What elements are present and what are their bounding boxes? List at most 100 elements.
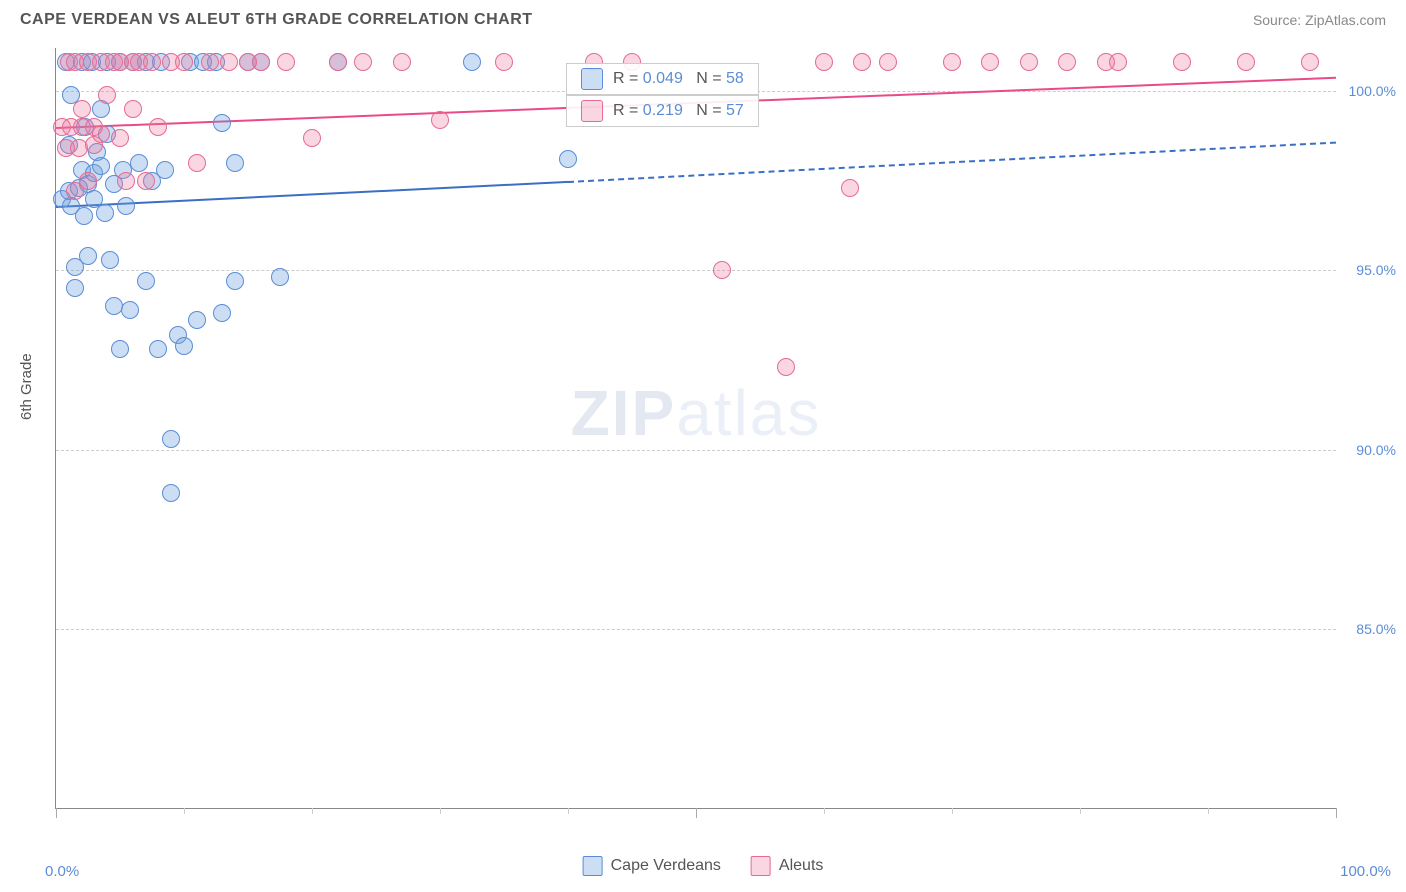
- legend-label-aleuts: Aleuts: [779, 857, 823, 875]
- data-point: [73, 100, 91, 118]
- gridline: [56, 450, 1336, 451]
- data-point: [354, 53, 372, 71]
- data-point: [252, 53, 270, 71]
- x-tick-minor: [824, 808, 825, 814]
- x-tick-major: [696, 808, 697, 818]
- x-tick-minor: [1208, 808, 1209, 814]
- gridline: [56, 270, 1336, 271]
- data-point: [1058, 53, 1076, 71]
- legend-swatch-cape-verdeans: [583, 856, 603, 876]
- data-point: [329, 53, 347, 71]
- data-point: [75, 207, 93, 225]
- data-point: [162, 484, 180, 502]
- legend-label-cape-verdeans: Cape Verdeans: [611, 857, 721, 875]
- watermark-zip: ZIP: [571, 377, 677, 449]
- data-point: [559, 150, 577, 168]
- x-tick-minor: [1080, 808, 1081, 814]
- data-point: [137, 272, 155, 290]
- chart-source: Source: ZipAtlas.com: [1253, 12, 1386, 28]
- x-tick-minor: [312, 808, 313, 814]
- data-point: [188, 154, 206, 172]
- data-point: [162, 430, 180, 448]
- data-point: [79, 247, 97, 265]
- data-point: [213, 114, 231, 132]
- data-point: [943, 53, 961, 71]
- data-point: [105, 297, 123, 315]
- data-point: [111, 340, 129, 358]
- data-point: [815, 53, 833, 71]
- legend-item-cape-verdeans: Cape Verdeans: [583, 856, 721, 876]
- data-point: [175, 337, 193, 355]
- legend-swatch-aleuts: [751, 856, 771, 876]
- y-tick-label: 100.0%: [1349, 83, 1396, 99]
- legend: Cape Verdeans Aleuts: [583, 856, 824, 876]
- data-point: [853, 53, 871, 71]
- data-point: [66, 279, 84, 297]
- data-point: [431, 111, 449, 129]
- data-point: [271, 268, 289, 286]
- data-point: [1173, 53, 1191, 71]
- watermark: ZIPatlas: [571, 376, 822, 450]
- data-point: [124, 100, 142, 118]
- data-point: [92, 125, 110, 143]
- stats-r-label: R = 0.219 N = 57: [613, 102, 744, 120]
- data-point: [981, 53, 999, 71]
- data-point: [777, 358, 795, 376]
- stats-swatch: [581, 68, 603, 90]
- data-point: [879, 53, 897, 71]
- data-point: [175, 53, 193, 71]
- x-tick-minor: [184, 808, 185, 814]
- data-point: [277, 53, 295, 71]
- data-point: [713, 261, 731, 279]
- x-axis-max-label: 100.0%: [1340, 863, 1391, 880]
- x-tick-minor: [568, 808, 569, 814]
- data-point: [156, 161, 174, 179]
- x-axis-min-label: 0.0%: [45, 863, 79, 880]
- x-tick-major: [1336, 808, 1337, 818]
- chart-header: CAPE VERDEAN VS ALEUT 6TH GRADE CORRELAT…: [0, 0, 1406, 40]
- watermark-atlas: atlas: [676, 377, 821, 449]
- data-point: [149, 118, 167, 136]
- data-point: [1301, 53, 1319, 71]
- data-point: [226, 154, 244, 172]
- data-point: [121, 301, 139, 319]
- data-point: [101, 251, 119, 269]
- data-point: [1237, 53, 1255, 71]
- scatter-chart: ZIPatlas 85.0%90.0%95.0%100.0%R = 0.049 …: [55, 48, 1336, 809]
- gridline: [56, 629, 1336, 630]
- data-point: [92, 157, 110, 175]
- data-point: [111, 129, 129, 147]
- stats-swatch: [581, 100, 603, 122]
- data-point: [96, 204, 114, 222]
- trend-line: [568, 141, 1336, 182]
- data-point: [137, 172, 155, 190]
- data-point: [143, 53, 161, 71]
- data-point: [495, 53, 513, 71]
- data-point: [1109, 53, 1127, 71]
- y-tick-label: 90.0%: [1356, 442, 1396, 458]
- x-tick-major: [56, 808, 57, 818]
- data-point: [303, 129, 321, 147]
- data-point: [393, 53, 411, 71]
- data-point: [117, 172, 135, 190]
- y-tick-label: 85.0%: [1356, 621, 1396, 637]
- data-point: [220, 53, 238, 71]
- stats-r-label: R = 0.049 N = 58: [613, 70, 744, 88]
- chart-title: CAPE VERDEAN VS ALEUT 6TH GRADE CORRELAT…: [20, 11, 533, 29]
- data-point: [841, 179, 859, 197]
- stats-box-row: R = 0.219 N = 57: [566, 95, 759, 127]
- data-point: [188, 311, 206, 329]
- data-point: [98, 86, 116, 104]
- y-axis-label: 6th Grade: [18, 353, 35, 420]
- x-tick-minor: [952, 808, 953, 814]
- data-point: [463, 53, 481, 71]
- data-point: [226, 272, 244, 290]
- legend-item-aleuts: Aleuts: [751, 856, 823, 876]
- data-point: [201, 53, 219, 71]
- x-tick-minor: [440, 808, 441, 814]
- y-tick-label: 95.0%: [1356, 262, 1396, 278]
- stats-box-row: R = 0.049 N = 58: [566, 63, 759, 95]
- data-point: [149, 340, 167, 358]
- data-point: [213, 304, 231, 322]
- data-point: [117, 197, 135, 215]
